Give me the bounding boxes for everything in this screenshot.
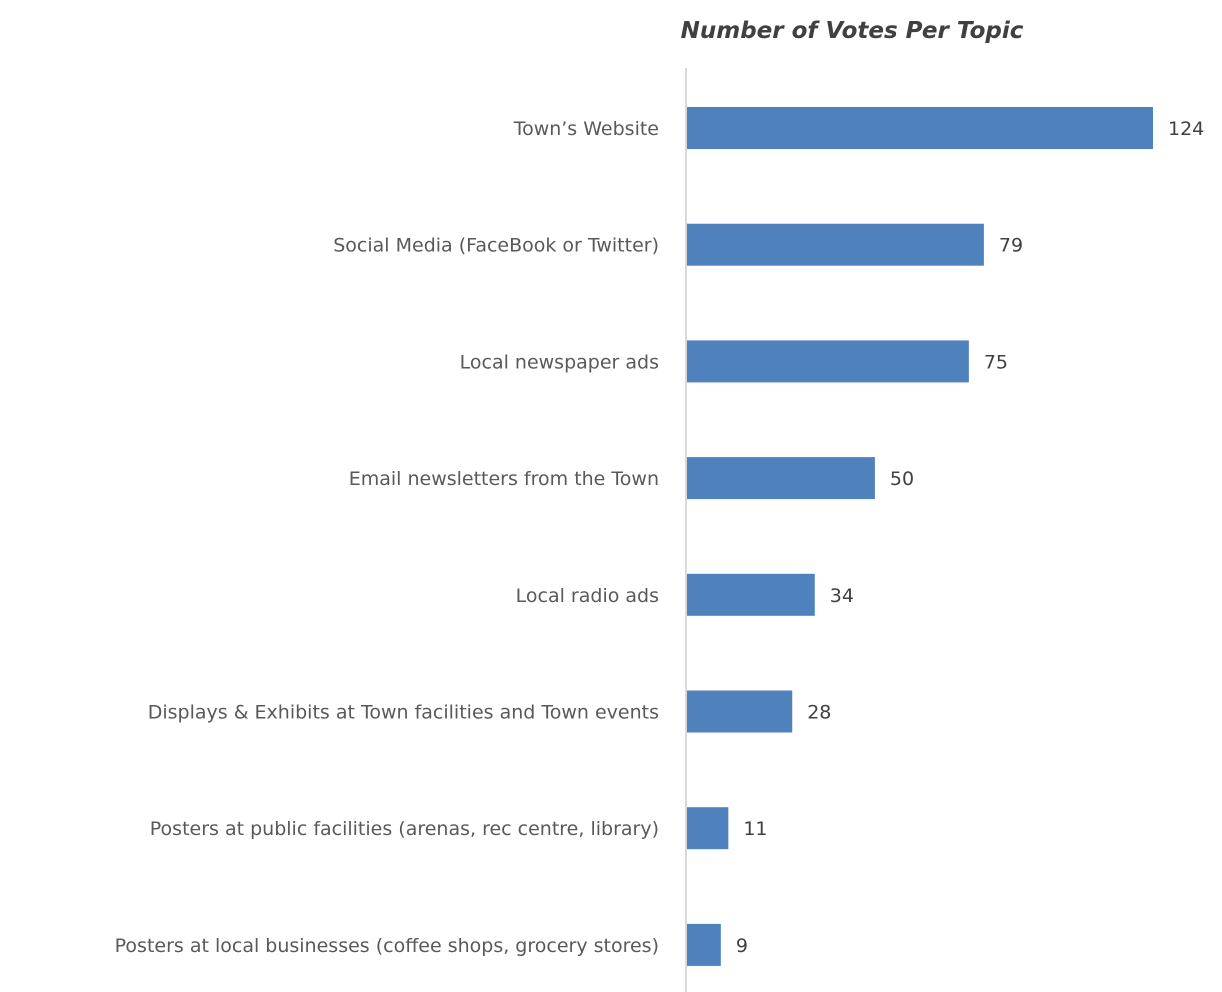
chart-title: Number of Votes Per Topic bbox=[681, 18, 1024, 44]
bar-0 bbox=[687, 107, 1153, 149]
category-label-7: Posters at local businesses (coffee shop… bbox=[115, 935, 659, 957]
bar-2 bbox=[687, 340, 969, 383]
value-label-6: 11 bbox=[743, 818, 767, 840]
category-label-4: Local radio ads bbox=[516, 585, 659, 607]
bar-1 bbox=[687, 223, 984, 266]
category-label-2: Local newspaper ads bbox=[460, 351, 659, 373]
category-label-0: Town’s Website bbox=[513, 118, 659, 140]
category-label-1: Social Media (FaceBook or Twitter) bbox=[333, 235, 659, 257]
category-label-5: Displays & Exhibits at Town facilities a… bbox=[148, 702, 659, 724]
bar-7 bbox=[687, 923, 721, 966]
bar-3 bbox=[687, 457, 875, 500]
bar-5 bbox=[687, 690, 793, 733]
value-label-1: 79 bbox=[999, 235, 1023, 257]
bars-group: Town’s Website 124 Social Media (FaceBook … bbox=[115, 107, 1204, 966]
category-label-6: Posters at public facilities (arenas, re… bbox=[150, 818, 659, 840]
value-label-7: 9 bbox=[736, 935, 748, 957]
value-label-0: 124 bbox=[1168, 118, 1204, 140]
value-label-2: 75 bbox=[984, 351, 1008, 373]
category-label-3: Email newsletters from the Town bbox=[349, 468, 659, 490]
value-label-3: 50 bbox=[890, 468, 914, 490]
bar-4 bbox=[687, 573, 815, 616]
bar-6 bbox=[687, 807, 729, 850]
value-label-5: 28 bbox=[807, 702, 831, 724]
value-label-4: 34 bbox=[830, 585, 854, 607]
